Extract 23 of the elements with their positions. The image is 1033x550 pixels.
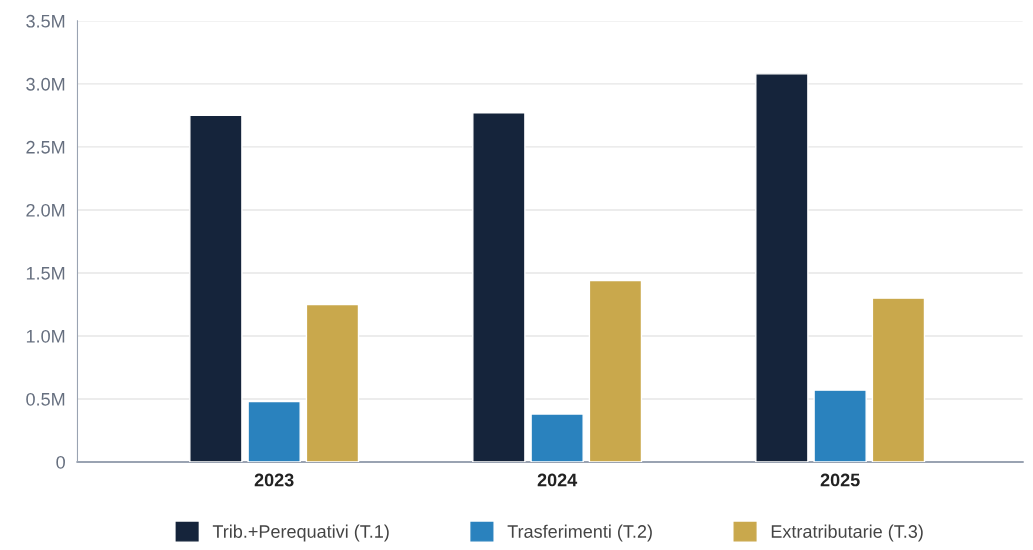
y-tick-label: 1.5M: [26, 267, 65, 280]
bar: [755, 73, 809, 462]
bar: [472, 112, 526, 462]
bar: [305, 303, 360, 462]
y-tick-label: 0.5M: [26, 392, 65, 406]
legend-label: Trib.+Perequativi (T.1): [212, 524, 389, 542]
x-tick-label: 2023: [254, 473, 294, 487]
y-tick-label: 3.5M: [26, 14, 65, 28]
legend-label: Trasferimenti (T.2): [507, 524, 652, 542]
x-tick-label: 2024: [537, 473, 578, 487]
x-tick-label: 2025: [820, 473, 860, 487]
bar: [189, 114, 243, 462]
y-tick-label: 2.5M: [26, 140, 65, 154]
bar: [871, 297, 926, 462]
y-tick-label: 2.0M: [26, 203, 65, 217]
bar: [588, 279, 643, 462]
y-tick-label: 3.0M: [26, 77, 65, 91]
legend-label: Extratributarie (T.3): [771, 524, 923, 542]
y-tick-label: 1.0M: [26, 329, 65, 343]
bar: [813, 389, 867, 462]
bar: [247, 400, 301, 462]
y-tick-label: 0: [56, 455, 65, 469]
bar: [530, 413, 584, 462]
